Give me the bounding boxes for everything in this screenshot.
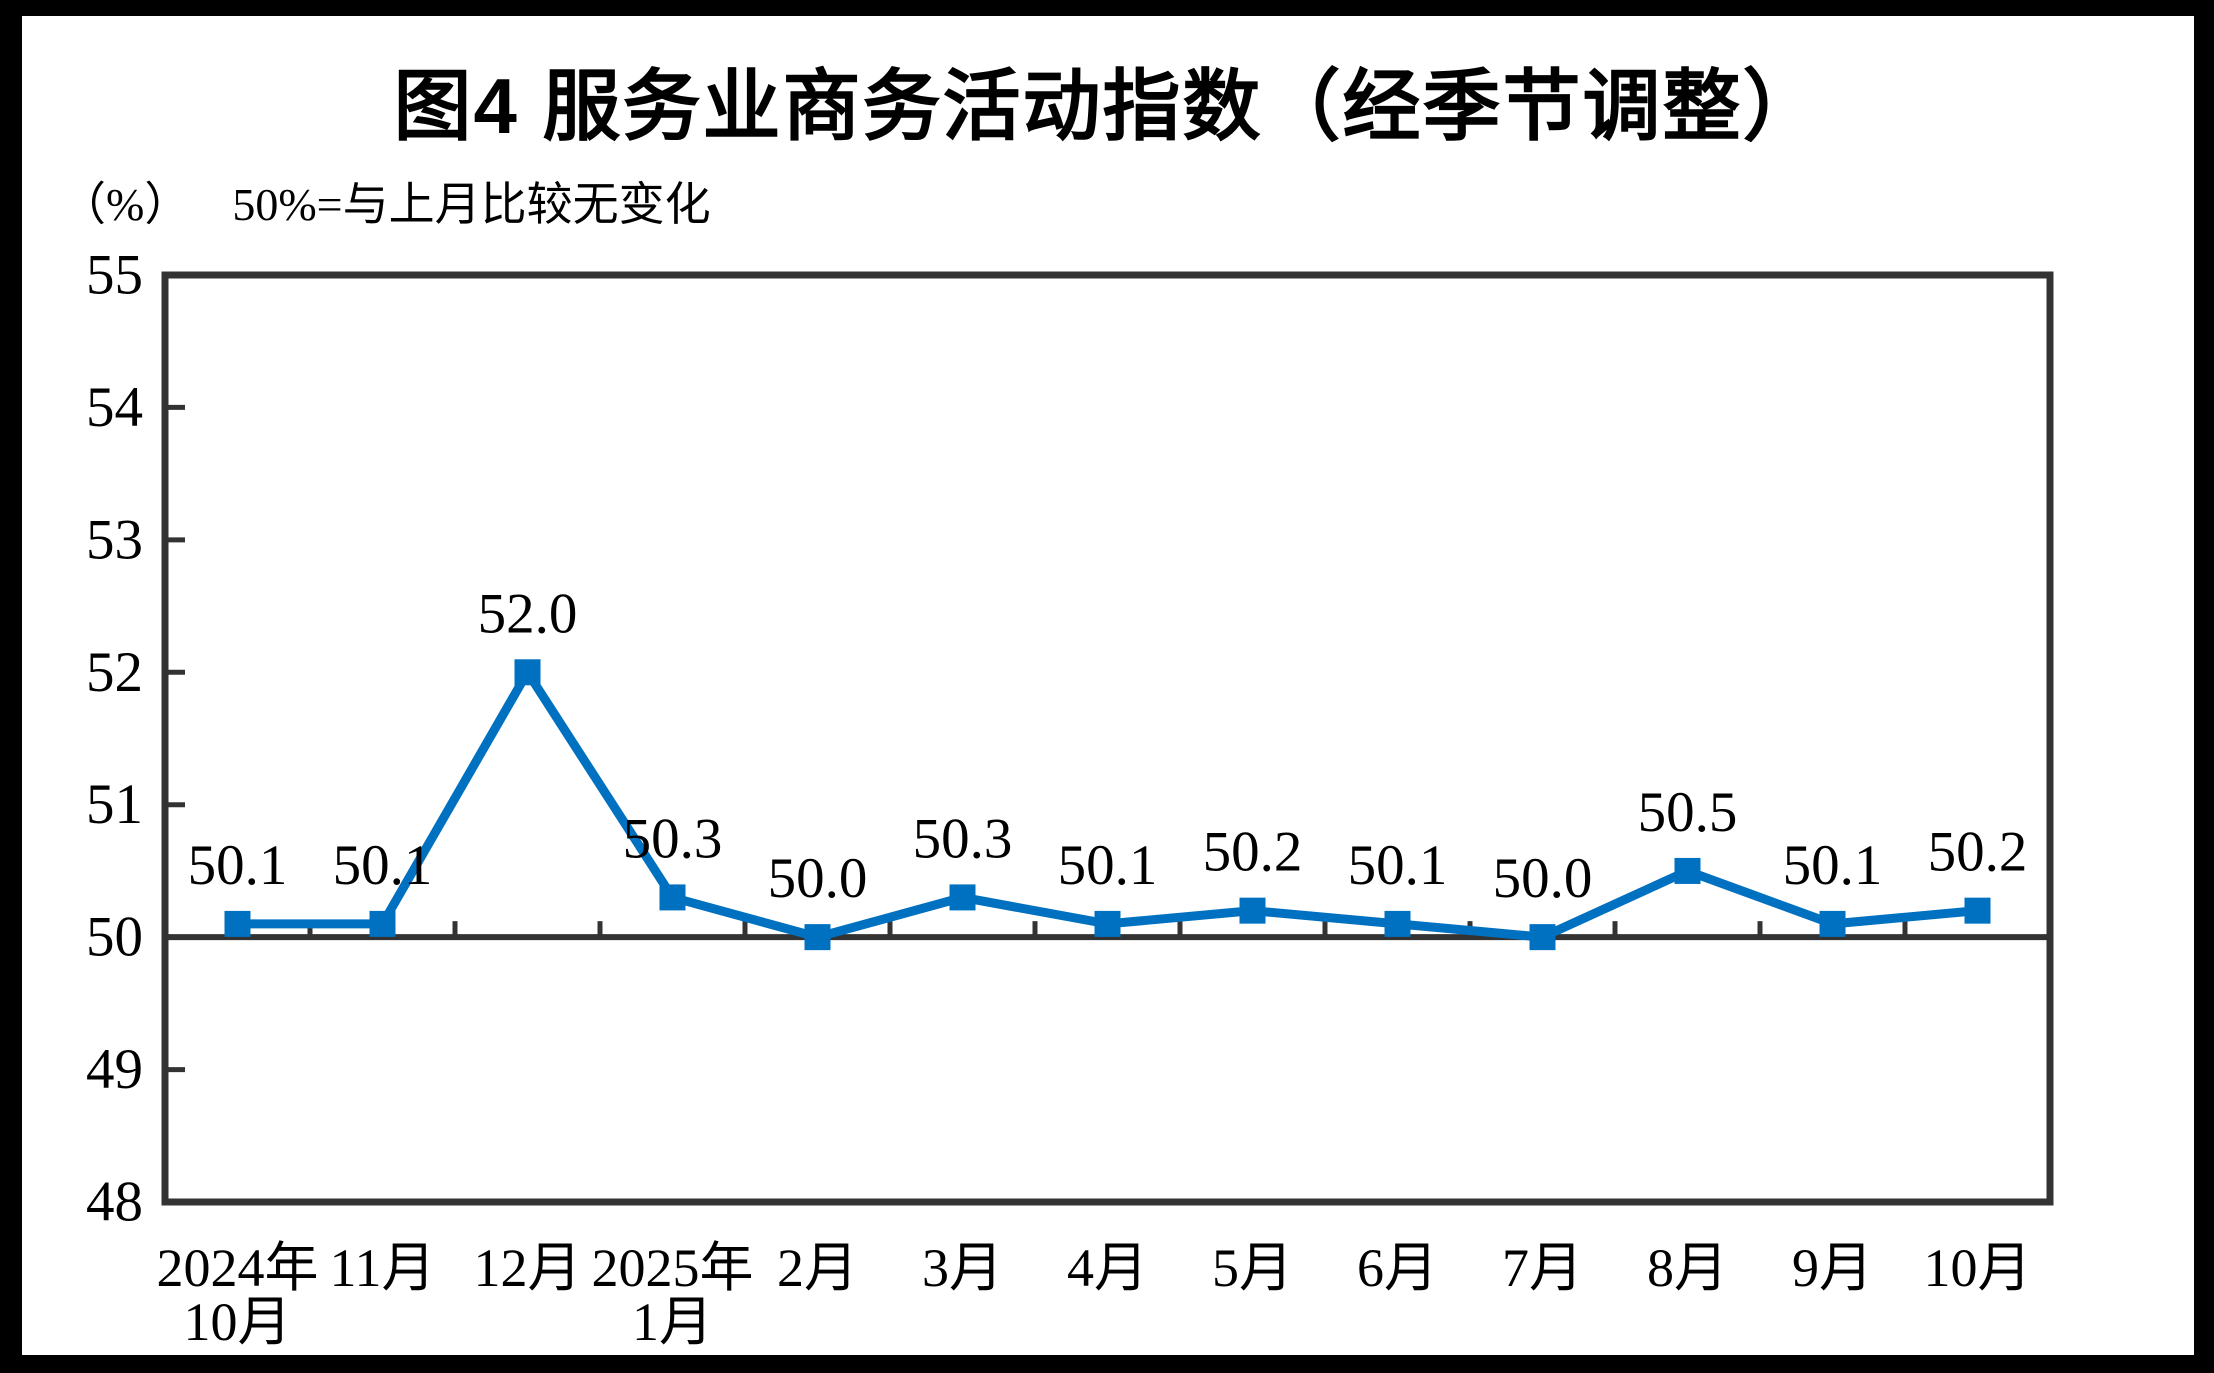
data-point-label: 50.1	[188, 834, 288, 897]
x-axis-label: 12月	[474, 1238, 582, 1298]
y-axis-tick-label: 48	[86, 1171, 143, 1234]
data-point-label: 50.0	[1493, 847, 1593, 910]
x-axis-label: 11月	[330, 1238, 436, 1298]
y-axis-tick-label: 51	[86, 773, 143, 836]
data-point-marker	[1819, 910, 1846, 937]
plot-border	[161, 271, 2054, 1206]
data-point-marker	[1964, 897, 1991, 924]
x-axis-label: 4月	[1067, 1238, 1148, 1298]
y-axis-tick-label: 55	[86, 244, 143, 307]
data-point-label: 50.1	[1783, 834, 1883, 897]
y-axis-tick-label: 54	[86, 376, 143, 439]
data-point-label: 50.5	[1638, 781, 1738, 844]
y-axis-tick-label: 49	[86, 1038, 143, 1101]
y-axis-unit-label: （%）	[60, 179, 191, 230]
data-point-label: 50.1	[1348, 834, 1448, 897]
data-point-marker	[224, 910, 251, 937]
data-point-marker	[1674, 857, 1701, 884]
data-point-marker	[949, 884, 976, 911]
x-axis-label: 2月	[777, 1238, 858, 1298]
y-axis-tick-label: 52	[86, 641, 143, 704]
x-axis-label: 5月	[1212, 1238, 1293, 1298]
data-point-label: 50.0	[768, 847, 868, 910]
data-point-marker	[514, 659, 541, 686]
reference-note-label: 50%=与上月比较无变化	[232, 179, 711, 230]
data-point-label: 52.0	[478, 582, 578, 645]
x-axis-label: 1月	[632, 1292, 713, 1352]
data-point-marker	[1384, 910, 1411, 937]
chart-title: 图4 服务业商务活动指数（经季节调整）	[393, 62, 1823, 150]
y-axis-tick-label: 50	[86, 906, 143, 969]
data-point-label: 50.1	[333, 834, 433, 897]
x-axis-label: 3月	[922, 1238, 1003, 1298]
x-axis-label: 2025年	[592, 1238, 754, 1298]
subtitle-row: （%） 50%=与上月比较无变化	[60, 168, 711, 234]
x-axis-label: 10月	[1924, 1238, 2032, 1298]
x-axis-label: 8月	[1647, 1238, 1728, 1298]
chart-canvas: 图4 服务业商务活动指数（经季节调整） （%） 50%=与上月比较无变化	[22, 16, 2194, 1355]
data-point-marker	[1529, 924, 1556, 951]
x-axis-label: 6月	[1357, 1238, 1438, 1298]
data-point-label: 50.3	[623, 807, 723, 870]
data-point-label: 50.2	[1928, 821, 2028, 884]
x-axis-label: 7月	[1502, 1238, 1583, 1298]
data-point-label: 50.3	[913, 807, 1013, 870]
data-point-marker	[804, 924, 831, 951]
x-axis-label: 2024年	[157, 1238, 319, 1298]
data-point-label: 50.1	[1058, 834, 1158, 897]
data-point-marker	[659, 884, 686, 911]
data-point-marker	[369, 910, 396, 937]
x-axis-label: 10月	[184, 1292, 292, 1352]
y-axis-tick-label: 53	[86, 508, 143, 571]
data-point-label: 50.2	[1203, 821, 1303, 884]
x-axis-label: 9月	[1792, 1238, 1873, 1298]
data-point-marker	[1239, 897, 1266, 924]
data-point-marker	[1094, 910, 1121, 937]
